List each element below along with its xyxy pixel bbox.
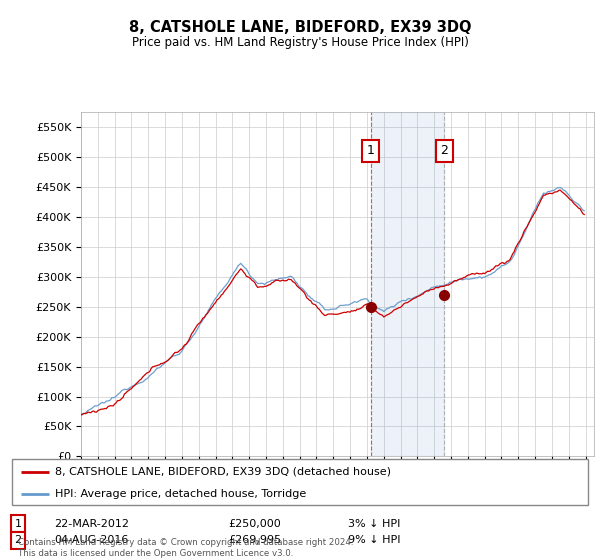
Text: 8, CATSHOLE LANE, BIDEFORD, EX39 3DQ: 8, CATSHOLE LANE, BIDEFORD, EX39 3DQ	[129, 20, 471, 35]
Text: 2: 2	[440, 144, 448, 157]
Text: 1: 1	[367, 144, 374, 157]
Text: 1: 1	[14, 519, 22, 529]
Text: 3% ↓ HPI: 3% ↓ HPI	[348, 519, 400, 529]
Text: 2: 2	[14, 535, 22, 545]
Text: 9% ↓ HPI: 9% ↓ HPI	[348, 535, 401, 545]
Text: £269,995: £269,995	[228, 535, 281, 545]
Text: 04-AUG-2016: 04-AUG-2016	[54, 535, 128, 545]
Text: HPI: Average price, detached house, Torridge: HPI: Average price, detached house, Torr…	[55, 489, 307, 498]
Bar	[371, 112, 445, 456]
Text: 8, CATSHOLE LANE, BIDEFORD, EX39 3DQ (detached house): 8, CATSHOLE LANE, BIDEFORD, EX39 3DQ (de…	[55, 466, 391, 477]
Text: Contains HM Land Registry data © Crown copyright and database right 2024.
This d: Contains HM Land Registry data © Crown c…	[18, 538, 353, 558]
FancyBboxPatch shape	[12, 459, 588, 505]
Text: 22-MAR-2012: 22-MAR-2012	[54, 519, 129, 529]
Text: £250,000: £250,000	[228, 519, 281, 529]
Text: Price paid vs. HM Land Registry's House Price Index (HPI): Price paid vs. HM Land Registry's House …	[131, 36, 469, 49]
